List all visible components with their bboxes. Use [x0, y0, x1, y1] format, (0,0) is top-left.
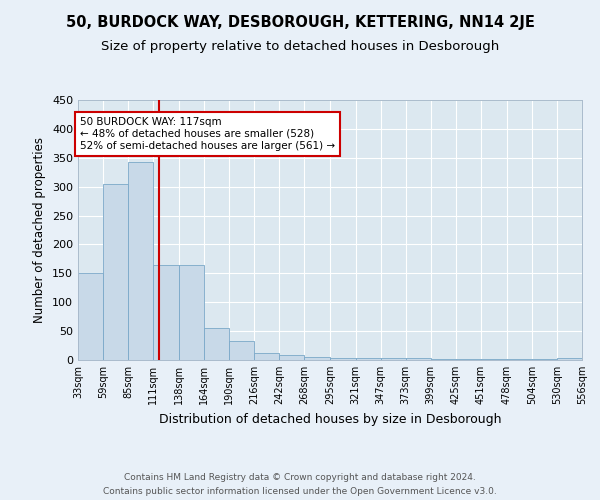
Text: Size of property relative to detached houses in Desborough: Size of property relative to detached ho… [101, 40, 499, 53]
X-axis label: Distribution of detached houses by size in Desborough: Distribution of detached houses by size … [159, 412, 501, 426]
Bar [406, 358, 431, 360]
Bar [431, 359, 456, 360]
Bar [128, 162, 153, 360]
Y-axis label: Number of detached properties: Number of detached properties [34, 137, 46, 323]
Bar [229, 341, 254, 360]
Text: Contains public sector information licensed under the Open Government Licence v3: Contains public sector information licen… [103, 486, 497, 496]
Bar [254, 353, 280, 360]
Bar [380, 358, 406, 360]
Bar [179, 264, 204, 360]
Text: 50, BURDOCK WAY, DESBOROUGH, KETTERING, NN14 2JE: 50, BURDOCK WAY, DESBOROUGH, KETTERING, … [65, 15, 535, 30]
Bar [204, 328, 229, 360]
Bar [103, 184, 128, 360]
Bar [280, 356, 304, 360]
Text: Contains HM Land Registry data © Crown copyright and database right 2024.: Contains HM Land Registry data © Crown c… [124, 473, 476, 482]
Bar [153, 264, 179, 360]
Bar [78, 274, 103, 360]
Text: 50 BURDOCK WAY: 117sqm
← 48% of detached houses are smaller (528)
52% of semi-de: 50 BURDOCK WAY: 117sqm ← 48% of detached… [80, 118, 335, 150]
Bar [557, 358, 582, 360]
Bar [356, 358, 380, 360]
Bar [331, 358, 356, 360]
Bar [456, 359, 481, 360]
Bar [304, 357, 331, 360]
